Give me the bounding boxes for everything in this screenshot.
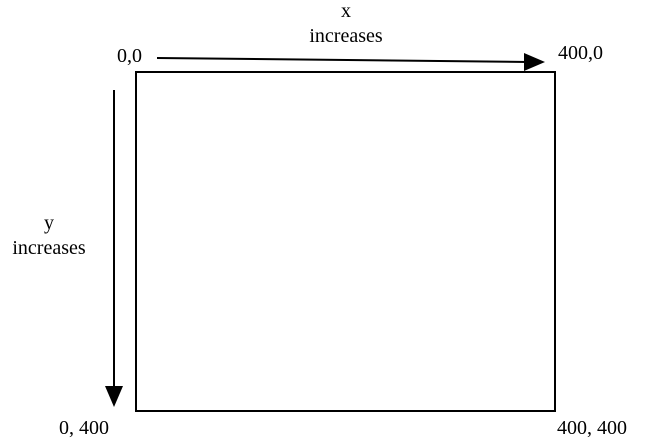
x-direction-arrow — [156, 53, 545, 71]
corner-label-top-left: 0,0 — [117, 45, 142, 67]
x-variable-label: x — [341, 0, 351, 22]
corner-label-bottom-right: 400, 400 — [557, 417, 627, 439]
corner-label-top-right: 400,0 — [558, 42, 603, 64]
x-increases-label: increases — [309, 25, 383, 47]
y-increases-label: increases — [12, 237, 86, 259]
corner-label-bottom-left: 0, 400 — [59, 417, 109, 439]
y-variable-label: y — [44, 212, 54, 234]
canvas-rectangle — [135, 71, 556, 412]
y-direction-arrow — [105, 90, 123, 407]
